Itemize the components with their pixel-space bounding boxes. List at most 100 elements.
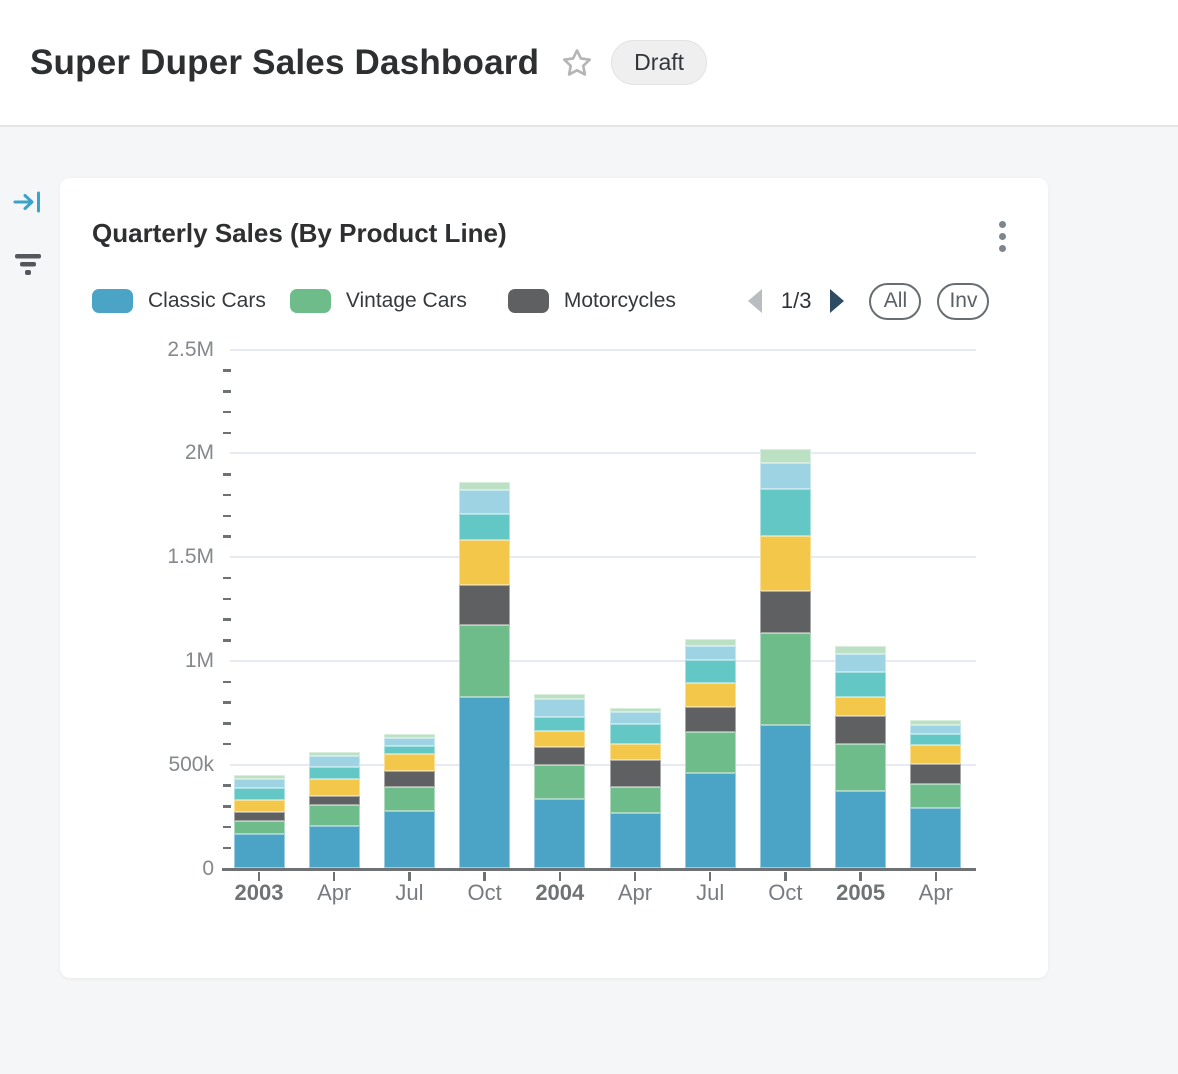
bar-segment[interactable] — [233, 834, 285, 869]
bar-segment[interactable] — [459, 585, 511, 626]
bar-segment[interactable] — [759, 536, 811, 591]
bar-segment[interactable] — [609, 743, 661, 760]
card-menu-button[interactable] — [985, 214, 1019, 258]
favorite-star-button[interactable] — [561, 47, 593, 79]
x-axis-label: Jul — [395, 880, 424, 905]
y-minor-tick — [223, 473, 231, 476]
bar-segment[interactable] — [233, 775, 285, 779]
bar-segment[interactable] — [759, 590, 811, 634]
bar-segment[interactable] — [835, 697, 887, 717]
bar-segment[interactable] — [684, 773, 736, 869]
bar-segment[interactable] — [910, 764, 962, 785]
bar-segment[interactable] — [684, 706, 736, 733]
bar-segment[interactable] — [308, 766, 360, 780]
bar-segment[interactable] — [383, 810, 435, 869]
x-axis-tick — [257, 872, 261, 881]
gridline — [230, 763, 976, 766]
bar-segment[interactable] — [233, 778, 285, 788]
bar-segment[interactable] — [759, 724, 811, 869]
bar-segment[interactable] — [910, 808, 962, 869]
bar-segment[interactable] — [759, 449, 811, 464]
bar-segment[interactable] — [308, 805, 360, 826]
bar-segment[interactable] — [835, 791, 887, 869]
y-axis-label: 1.5M — [167, 545, 214, 569]
bar-segment[interactable] — [835, 716, 887, 744]
bar-segment[interactable] — [609, 708, 661, 713]
legend-item[interactable]: Vintage Cars — [289, 289, 484, 313]
bar-segment[interactable] — [383, 771, 435, 787]
bar-segment[interactable] — [459, 481, 511, 490]
bar-segment[interactable] — [684, 732, 736, 774]
bar-segment[interactable] — [534, 798, 586, 869]
bar-segment[interactable] — [835, 645, 887, 654]
legend-item[interactable]: Motorcycles — [507, 289, 703, 313]
legend-next-button[interactable] — [821, 288, 853, 314]
bar-segment[interactable] — [609, 712, 661, 724]
bar-segment[interactable] — [308, 796, 360, 806]
bar-segment[interactable] — [684, 645, 736, 661]
bar-segment[interactable] — [233, 820, 285, 835]
bar-segment[interactable] — [308, 825, 360, 869]
y-minor-tick — [223, 846, 231, 850]
bar-segment[interactable] — [383, 738, 435, 747]
bar-segment[interactable] — [609, 723, 661, 744]
bar-segment[interactable] — [233, 799, 285, 813]
legend-select-all-button[interactable]: All — [869, 282, 922, 320]
y-axis-label: 500k — [168, 752, 214, 776]
bar-segment[interactable] — [308, 779, 360, 797]
bar-segment[interactable] — [308, 751, 360, 756]
gridline — [230, 452, 976, 455]
bar-segment[interactable] — [383, 746, 435, 755]
bar-segment[interactable] — [835, 671, 887, 697]
bar-segment[interactable] — [233, 812, 285, 821]
bar-segment[interactable] — [759, 633, 811, 725]
collapse-panel-button[interactable] — [12, 188, 44, 216]
bar-segment[interactable] — [534, 716, 586, 731]
bar-segment[interactable] — [459, 697, 511, 869]
bar-segment[interactable] — [684, 660, 736, 683]
bar-segment[interactable] — [383, 786, 435, 811]
x-axis-label: 2004 — [535, 880, 585, 905]
bar-segment[interactable] — [684, 638, 736, 646]
y-minor-tick — [223, 410, 231, 414]
gridline — [230, 556, 976, 559]
bar-segment[interactable] — [534, 765, 586, 799]
bar-segment[interactable] — [910, 784, 962, 809]
bar-segment[interactable] — [910, 719, 962, 725]
side-toolbar — [12, 188, 48, 278]
bar-segment[interactable] — [835, 653, 887, 672]
legend-item[interactable]: Classic Cars — [92, 289, 266, 313]
bar-segment[interactable] — [835, 743, 887, 792]
bar-segment[interactable] — [534, 746, 586, 766]
bar-segment[interactable] — [233, 787, 285, 800]
bar-segment[interactable] — [383, 754, 435, 772]
bar-segment[interactable] — [383, 734, 435, 739]
bar-segment[interactable] — [308, 755, 360, 767]
bar-segment[interactable] — [459, 489, 511, 514]
kebab-dot — [998, 244, 1006, 252]
bar-segment[interactable] — [459, 540, 511, 586]
bar-segment[interactable] — [759, 489, 811, 537]
bar-segment[interactable] — [910, 733, 962, 745]
bar-segment[interactable] — [534, 730, 586, 747]
bar-segment[interactable] — [459, 513, 511, 541]
bar-segment[interactable] — [759, 463, 811, 490]
bar-segment[interactable] — [534, 699, 586, 717]
bar-segment[interactable] — [534, 694, 586, 700]
bar-segment[interactable] — [684, 682, 736, 707]
legend-prev-button[interactable] — [739, 288, 771, 314]
y-minor-tick — [223, 618, 231, 621]
bar-segment[interactable] — [459, 625, 511, 698]
legend-invert-button[interactable]: Inv — [937, 282, 990, 320]
bar-segment[interactable] — [609, 759, 661, 787]
bar-segment[interactable] — [609, 786, 661, 814]
y-minor-tick — [223, 639, 231, 642]
bar-segment[interactable] — [609, 813, 661, 869]
gridline — [230, 659, 976, 662]
bar-segment[interactable] — [910, 744, 962, 765]
filter-button[interactable] — [12, 250, 44, 278]
bar-segment[interactable] — [910, 724, 962, 734]
y-minor-tick — [223, 784, 231, 787]
y-minor-tick — [223, 431, 231, 435]
x-axis-label: Apr — [918, 880, 953, 905]
